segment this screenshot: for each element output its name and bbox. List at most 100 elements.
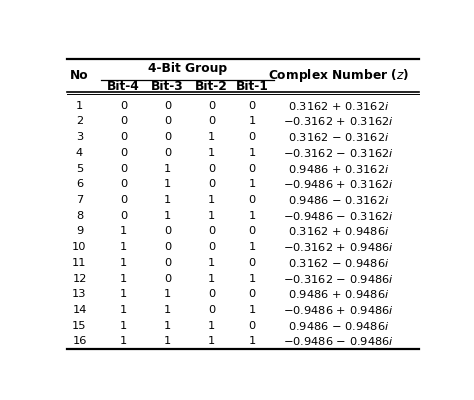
Text: 0: 0 [208,101,215,111]
Text: −0.9486 + 0.3162$i$: −0.9486 + 0.3162$i$ [283,178,394,190]
Text: 2: 2 [76,116,83,126]
Text: 1: 1 [208,336,215,346]
Text: 0: 0 [120,164,127,174]
Text: 0: 0 [208,179,215,189]
Text: 12: 12 [72,274,87,284]
Text: 1: 1 [120,305,127,315]
Text: 0.9486 − 0.9486$i$: 0.9486 − 0.9486$i$ [288,320,389,332]
Text: 1: 1 [164,195,171,205]
Text: 1: 1 [248,305,256,315]
Text: 0: 0 [208,305,215,315]
Text: 0.3162 + 0.3162$i$: 0.3162 + 0.3162$i$ [288,100,389,112]
Text: 0: 0 [164,274,171,284]
Text: 3: 3 [76,132,83,142]
Text: 0: 0 [120,132,127,142]
Text: 4: 4 [76,148,83,158]
Text: 1: 1 [164,336,171,346]
Text: −0.3162 − 0.9486$i$: −0.3162 − 0.9486$i$ [283,272,394,284]
Text: 1: 1 [76,101,83,111]
Text: 0: 0 [164,148,171,158]
Text: 1: 1 [248,336,256,346]
Text: 1: 1 [120,274,127,284]
Text: 16: 16 [72,336,87,346]
Text: −0.3162 + 0.9486$i$: −0.3162 + 0.9486$i$ [283,241,394,253]
Text: 1: 1 [208,195,215,205]
Text: 6: 6 [76,179,83,189]
Text: Bit-3: Bit-3 [151,80,184,93]
Text: 0: 0 [248,226,256,236]
Text: 1: 1 [248,211,256,221]
Text: 0: 0 [248,132,256,142]
Text: Complex Number ($z$): Complex Number ($z$) [268,67,409,84]
Text: −0.9486 + 0.9486$i$: −0.9486 + 0.9486$i$ [283,304,394,316]
Text: 13: 13 [72,289,87,299]
Text: 0: 0 [164,116,171,126]
Text: 1: 1 [208,321,215,331]
Text: 15: 15 [72,321,87,331]
Text: 0: 0 [164,258,171,268]
Text: 1: 1 [120,258,127,268]
Text: Bit-2: Bit-2 [195,80,228,93]
Text: −0.3162 + 0.3162$i$: −0.3162 + 0.3162$i$ [283,116,394,128]
Text: 14: 14 [72,305,87,315]
Text: 0.9486 + 0.3162$i$: 0.9486 + 0.3162$i$ [288,162,389,174]
Text: 1: 1 [164,321,171,331]
Text: 0.3162 − 0.9486$i$: 0.3162 − 0.9486$i$ [288,257,389,269]
Text: −0.9486 − 0.9486$i$: −0.9486 − 0.9486$i$ [283,335,394,347]
Text: 9: 9 [76,226,83,236]
Text: 0: 0 [208,289,215,299]
Text: 1: 1 [120,321,127,331]
Text: 0: 0 [248,321,256,331]
Text: 7: 7 [76,195,83,205]
Text: Bit-4: Bit-4 [107,80,140,93]
Text: 0: 0 [120,195,127,205]
Text: 10: 10 [72,242,87,252]
Text: 1: 1 [164,211,171,221]
Text: 0.3162 + 0.9486$i$: 0.3162 + 0.9486$i$ [288,226,389,238]
Text: 1: 1 [164,289,171,299]
Text: 1: 1 [248,116,256,126]
Text: 0: 0 [164,101,171,111]
Text: 1: 1 [164,179,171,189]
Text: 1: 1 [120,242,127,252]
Text: 4-Bit Group: 4-Bit Group [148,62,228,75]
Text: 0: 0 [208,116,215,126]
Text: 1: 1 [164,164,171,174]
Text: 1: 1 [120,336,127,346]
Text: 0: 0 [120,179,127,189]
Text: 0: 0 [248,101,256,111]
Text: 0: 0 [248,258,256,268]
Text: 1: 1 [164,305,171,315]
Text: 11: 11 [72,258,87,268]
Text: 1: 1 [208,274,215,284]
Text: 1: 1 [208,211,215,221]
Text: No: No [70,69,89,82]
Text: 1: 1 [248,179,256,189]
Text: 0.9486 + 0.9486$i$: 0.9486 + 0.9486$i$ [288,288,389,300]
Text: 0.3162 − 0.3162$i$: 0.3162 − 0.3162$i$ [288,131,389,143]
Text: 0: 0 [164,132,171,142]
Text: 1: 1 [248,242,256,252]
Text: 0: 0 [120,211,127,221]
Text: 1: 1 [208,132,215,142]
Text: −0.9486 − 0.3162$i$: −0.9486 − 0.3162$i$ [283,210,394,222]
Text: 8: 8 [76,211,83,221]
Text: 0: 0 [120,101,127,111]
Text: −0.3162 − 0.3162$i$: −0.3162 − 0.3162$i$ [283,147,394,159]
Text: 0: 0 [164,226,171,236]
Text: 0: 0 [208,164,215,174]
Text: Bit-1: Bit-1 [236,80,269,93]
Text: 0: 0 [248,289,256,299]
Text: 0: 0 [208,226,215,236]
Text: 0: 0 [208,242,215,252]
Text: 0.9486 − 0.3162$i$: 0.9486 − 0.3162$i$ [288,194,389,206]
Text: 0: 0 [164,242,171,252]
Text: 5: 5 [76,164,83,174]
Text: 1: 1 [208,258,215,268]
Text: 1: 1 [120,226,127,236]
Text: 0: 0 [120,116,127,126]
Text: 0: 0 [120,148,127,158]
Text: 0: 0 [248,195,256,205]
Text: 1: 1 [120,289,127,299]
Text: 1: 1 [208,148,215,158]
